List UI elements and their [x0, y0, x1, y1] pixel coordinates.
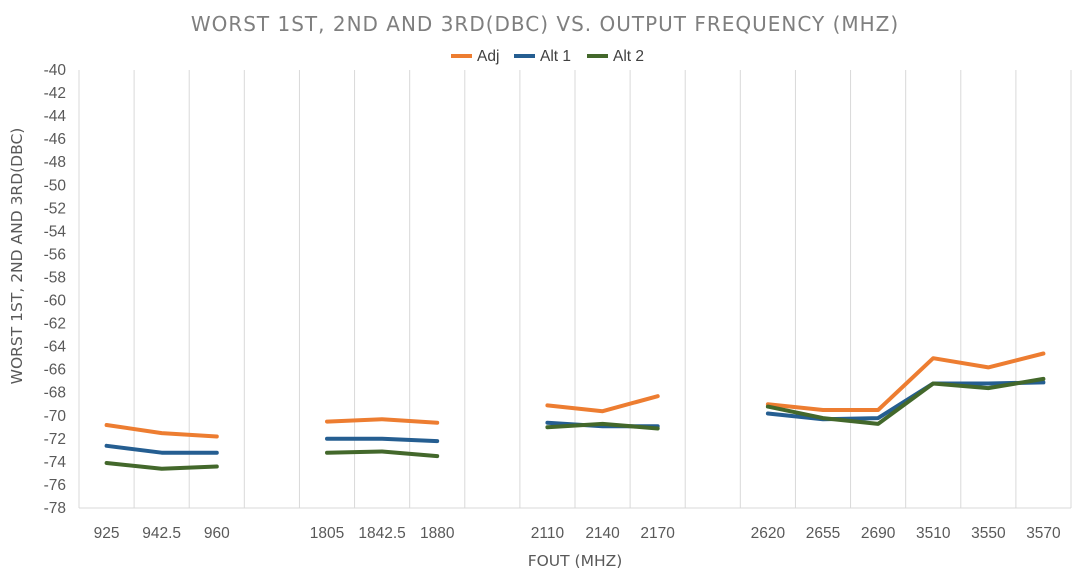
data-point-alt2	[766, 405, 770, 409]
y-tick-label: -68	[44, 385, 66, 402]
data-point-alt2	[931, 382, 935, 386]
data-point-alt1	[160, 451, 164, 455]
data-point-alt2	[435, 454, 439, 458]
data-point-adj	[876, 408, 880, 412]
y-tick-label: -46	[44, 131, 66, 148]
legend: Adj Alt 1 Alt 2	[451, 48, 644, 65]
series-layer	[104, 351, 1046, 471]
x-tick-label: 2690	[861, 525, 896, 542]
y-tick-label: -70	[44, 408, 67, 425]
y-tick-label: -74	[44, 454, 67, 471]
x-tick-label: 2110	[531, 525, 565, 542]
x-tick-label: 1880	[420, 525, 455, 542]
series-line-adj	[765, 351, 1046, 412]
legend-label-alt2: Alt 2	[613, 48, 644, 65]
data-point-alt2	[986, 386, 990, 390]
data-point-adj	[986, 365, 990, 369]
y-tick-label: -76	[44, 477, 66, 494]
x-tick-label: 2170	[640, 525, 675, 542]
data-point-alt1	[325, 437, 329, 441]
series-line-adj	[325, 417, 440, 425]
series-line-alt1	[104, 443, 219, 455]
y-tick-label: -78	[44, 500, 66, 517]
series-line-alt1	[765, 380, 1046, 422]
data-point-alt2	[656, 427, 660, 431]
data-point-alt1	[435, 439, 439, 443]
x-tick-label: 2655	[806, 525, 840, 542]
y-tick-label: -60	[44, 293, 67, 310]
y-tick-label: -48	[44, 154, 66, 171]
y-tick-label: -58	[44, 269, 66, 286]
series-line-adj	[545, 394, 660, 414]
data-point-alt1	[876, 416, 880, 420]
x-tick-label: 3510	[916, 525, 951, 542]
y-tick-label: -64	[44, 339, 67, 356]
x-tick-label: 942.5	[142, 525, 181, 542]
data-point-alt1	[545, 421, 549, 425]
x-tick-label: 1805	[310, 525, 344, 542]
data-point-adj	[545, 403, 549, 407]
data-point-adj	[435, 421, 439, 425]
data-point-adj	[215, 435, 219, 439]
x-tick-label: 1842.5	[358, 525, 405, 542]
legend-label-adj: Adj	[477, 48, 499, 65]
chart-title: WORST 1ST, 2ND AND 3RD(DBC) VS. OUTPUT F…	[191, 12, 899, 36]
data-point-adj	[1041, 352, 1045, 356]
x-tick-label: 3550	[971, 525, 1006, 542]
series-line-alt2	[545, 421, 660, 431]
data-point-alt1	[986, 382, 990, 386]
data-point-adj	[931, 356, 935, 360]
series-line-alt2	[765, 376, 1046, 426]
x-tick-label: 2620	[751, 525, 786, 542]
x-tick-label: 3570	[1026, 525, 1061, 542]
data-point-alt2	[105, 461, 109, 465]
data-point-alt2	[160, 467, 164, 471]
x-tick-label: 2140	[585, 525, 620, 542]
series-line-alt2	[325, 449, 440, 459]
data-point-alt1	[215, 451, 219, 455]
x-tick-label: 925	[94, 525, 120, 542]
x-axis-ticks: 925 942.5 960 1805 1842.5 1880 2110 2140 2170 262…	[94, 525, 1061, 542]
data-point-alt2	[545, 425, 549, 429]
data-point-alt1	[380, 437, 384, 441]
data-point-alt1	[105, 444, 109, 448]
data-point-adj	[325, 420, 329, 424]
series-line-alt2	[104, 461, 219, 471]
y-tick-label: -56	[44, 246, 66, 263]
data-point-alt2	[1041, 377, 1045, 381]
y-tick-label: -72	[44, 431, 66, 448]
y-tick-label: -66	[44, 362, 66, 379]
data-point-alt2	[601, 422, 605, 426]
data-point-adj	[656, 394, 660, 398]
y-tick-label: -54	[44, 223, 67, 240]
data-point-alt2	[325, 451, 329, 455]
y-tick-label: -40	[44, 62, 67, 79]
series-line-alt1	[325, 436, 440, 444]
y-axis-ticks: -40 -42 -44 -46 -48 -50 -52 -54 -56 -58 -60 -62 -64 -…	[44, 62, 67, 517]
data-point-alt2	[821, 416, 825, 420]
y-axis-label: WORST 1ST, 2ND AND 3RD(DBC)	[8, 128, 26, 385]
legend-label-alt1: Alt 1	[540, 48, 571, 65]
y-tick-label: -62	[44, 316, 66, 333]
y-tick-label: -42	[44, 85, 66, 102]
series-line-adj	[104, 423, 219, 439]
y-tick-label: -50	[44, 177, 67, 194]
data-point-alt2	[876, 422, 880, 426]
data-point-adj	[380, 417, 384, 421]
data-point-adj	[160, 431, 164, 435]
y-tick-label: -44	[44, 108, 67, 125]
data-point-adj	[105, 423, 109, 427]
data-point-alt1	[766, 412, 770, 416]
x-tick-label: 960	[204, 525, 230, 542]
x-axis-label: FOUT (MHZ)	[528, 552, 623, 570]
data-point-alt2	[215, 465, 219, 469]
data-point-adj	[601, 409, 605, 413]
gridlines	[78, 70, 1072, 509]
y-tick-label: -52	[44, 200, 66, 217]
data-point-adj	[821, 408, 825, 412]
data-point-alt2	[380, 450, 384, 454]
